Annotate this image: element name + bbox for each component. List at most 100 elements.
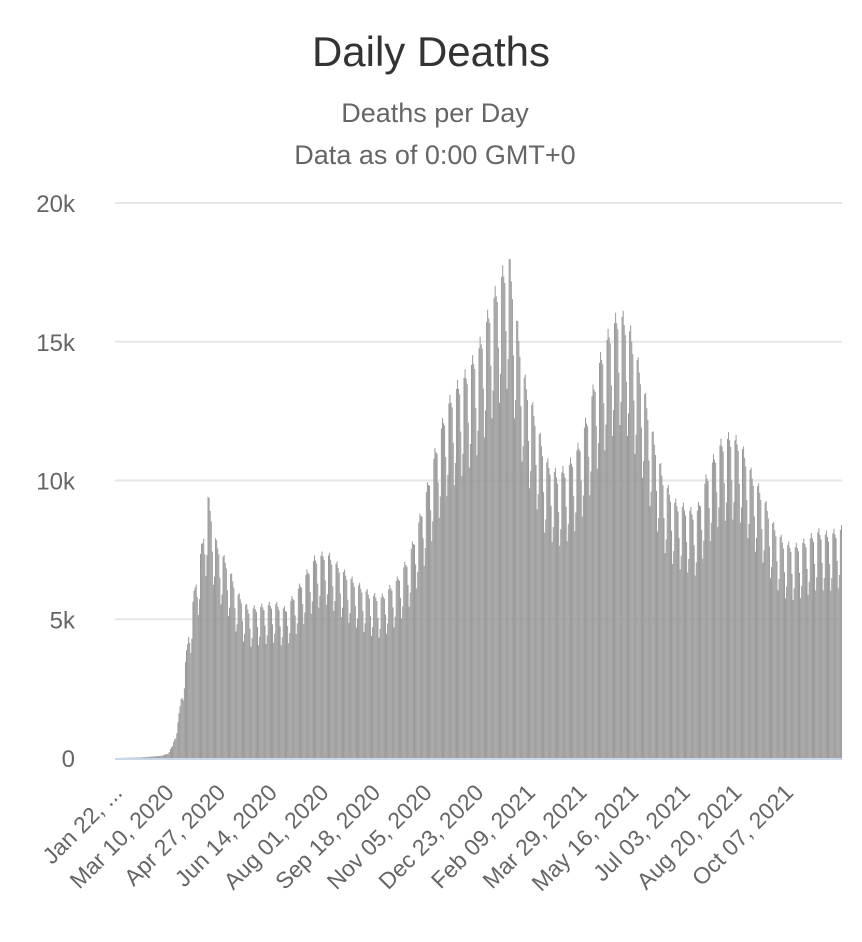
daily-deaths-bar bbox=[338, 572, 340, 758]
daily-deaths-bar bbox=[649, 506, 651, 758]
daily-deaths-bar bbox=[383, 598, 385, 758]
daily-deaths-bar bbox=[735, 434, 737, 758]
daily-deaths-bar bbox=[792, 599, 794, 758]
daily-deaths-bar bbox=[546, 462, 548, 758]
daily-deaths-bar bbox=[317, 583, 319, 758]
daily-deaths-bar bbox=[673, 551, 675, 758]
daily-deaths-bar bbox=[819, 535, 821, 758]
daily-deaths-bar bbox=[543, 492, 545, 758]
daily-deaths-bar bbox=[244, 633, 246, 758]
daily-deaths-bar bbox=[437, 482, 439, 758]
daily-deaths-bar bbox=[273, 642, 275, 758]
daily-deaths-bar bbox=[759, 492, 761, 758]
daily-deaths-bar bbox=[255, 611, 257, 758]
daily-deaths-bar bbox=[788, 541, 790, 758]
daily-deaths-bar bbox=[834, 534, 836, 758]
daily-deaths-bar bbox=[417, 572, 419, 758]
daily-deaths-bar bbox=[642, 477, 644, 758]
daily-deaths-bar bbox=[804, 543, 806, 758]
daily-deaths-bar bbox=[253, 605, 255, 758]
daily-deaths-bar bbox=[571, 463, 573, 758]
y-tick-label: 5k bbox=[50, 607, 76, 634]
daily-deaths-bar bbox=[227, 615, 229, 758]
daily-deaths-bar bbox=[165, 754, 167, 758]
daily-deaths-bar bbox=[166, 754, 168, 758]
daily-deaths-bar bbox=[504, 283, 506, 758]
daily-deaths-bar bbox=[815, 590, 817, 758]
daily-deaths-bar bbox=[675, 498, 677, 758]
daily-deaths-bar bbox=[550, 505, 552, 758]
daily-deaths-bar bbox=[367, 594, 369, 758]
daily-deaths-bar bbox=[669, 501, 671, 758]
daily-deaths-bar bbox=[686, 541, 688, 758]
daily-deaths-bar bbox=[306, 569, 308, 758]
daily-deaths-bar bbox=[432, 521, 434, 758]
daily-deaths-bar bbox=[605, 424, 607, 758]
daily-deaths-bar bbox=[780, 534, 782, 758]
daily-deaths-bar bbox=[218, 554, 220, 758]
daily-deaths-bar bbox=[629, 331, 631, 758]
daily-deaths-bar bbox=[574, 531, 576, 758]
daily-deaths-bar bbox=[276, 601, 278, 758]
daily-deaths-bar bbox=[361, 592, 363, 758]
daily-deaths-bar bbox=[347, 599, 349, 758]
daily-deaths-bar bbox=[524, 374, 526, 758]
daily-deaths-bar bbox=[178, 713, 180, 758]
daily-deaths-bar bbox=[277, 606, 279, 758]
daily-deaths-bar bbox=[345, 575, 347, 758]
daily-deaths-bar bbox=[321, 551, 323, 758]
daily-deaths-bar bbox=[548, 467, 550, 758]
daily-deaths-bar bbox=[445, 457, 447, 758]
daily-deaths-bar bbox=[327, 555, 329, 758]
daily-deaths-bar bbox=[729, 440, 731, 758]
daily-deaths-bar bbox=[154, 756, 156, 758]
daily-deaths-bar bbox=[323, 559, 325, 758]
daily-deaths-bar bbox=[427, 485, 429, 758]
daily-deaths-bar bbox=[568, 464, 570, 758]
daily-deaths-bar bbox=[280, 645, 282, 758]
daily-deaths-bar bbox=[291, 596, 293, 758]
daily-deaths-bar bbox=[352, 582, 354, 758]
daily-deaths-bar bbox=[593, 389, 595, 758]
daily-deaths-bar bbox=[243, 641, 245, 758]
daily-deaths-bar bbox=[148, 756, 150, 758]
daily-deaths-bar bbox=[721, 446, 723, 758]
daily-deaths-bar bbox=[141, 757, 143, 758]
daily-deaths-bar bbox=[389, 584, 391, 758]
daily-deaths-bar bbox=[181, 698, 183, 758]
daily-deaths-bar bbox=[744, 457, 746, 758]
daily-deaths-bar bbox=[384, 614, 386, 758]
daily-deaths-bar bbox=[446, 496, 448, 758]
daily-deaths-bar bbox=[589, 495, 591, 758]
daily-deaths-bar bbox=[531, 404, 533, 758]
daily-deaths-bar bbox=[216, 540, 218, 758]
daily-deaths-bar bbox=[353, 586, 355, 758]
daily-deaths-bar bbox=[150, 756, 152, 758]
daily-deaths-bar bbox=[712, 454, 714, 758]
daily-deaths-bar bbox=[828, 541, 830, 758]
daily-deaths-bar bbox=[396, 576, 398, 758]
daily-deaths-bar bbox=[182, 700, 184, 758]
daily-deaths-bar bbox=[204, 554, 206, 758]
daily-deaths-bar bbox=[617, 329, 619, 758]
daily-deaths-bar bbox=[615, 312, 617, 758]
daily-deaths-bar bbox=[644, 394, 646, 758]
daily-deaths-bar bbox=[312, 561, 314, 758]
daily-deaths-bar bbox=[488, 318, 490, 758]
daily-deaths-bar bbox=[464, 369, 466, 758]
daily-deaths-bar bbox=[318, 607, 320, 758]
daily-deaths-bar bbox=[796, 547, 798, 758]
daily-deaths-bar bbox=[193, 590, 195, 758]
daily-deaths-bar bbox=[463, 377, 465, 758]
daily-deaths-bar bbox=[219, 577, 221, 758]
daily-deaths-bar bbox=[149, 756, 151, 758]
daily-deaths-bar bbox=[502, 265, 504, 758]
daily-deaths-bar bbox=[541, 456, 543, 758]
daily-deaths-bar bbox=[198, 599, 200, 758]
daily-deaths-bar bbox=[807, 594, 809, 758]
daily-deaths-bar bbox=[169, 749, 171, 758]
daily-deaths-bar bbox=[144, 757, 146, 758]
daily-deaths-bar bbox=[761, 529, 763, 758]
daily-deaths-bar bbox=[457, 379, 459, 758]
daily-deaths-bar bbox=[708, 508, 710, 758]
